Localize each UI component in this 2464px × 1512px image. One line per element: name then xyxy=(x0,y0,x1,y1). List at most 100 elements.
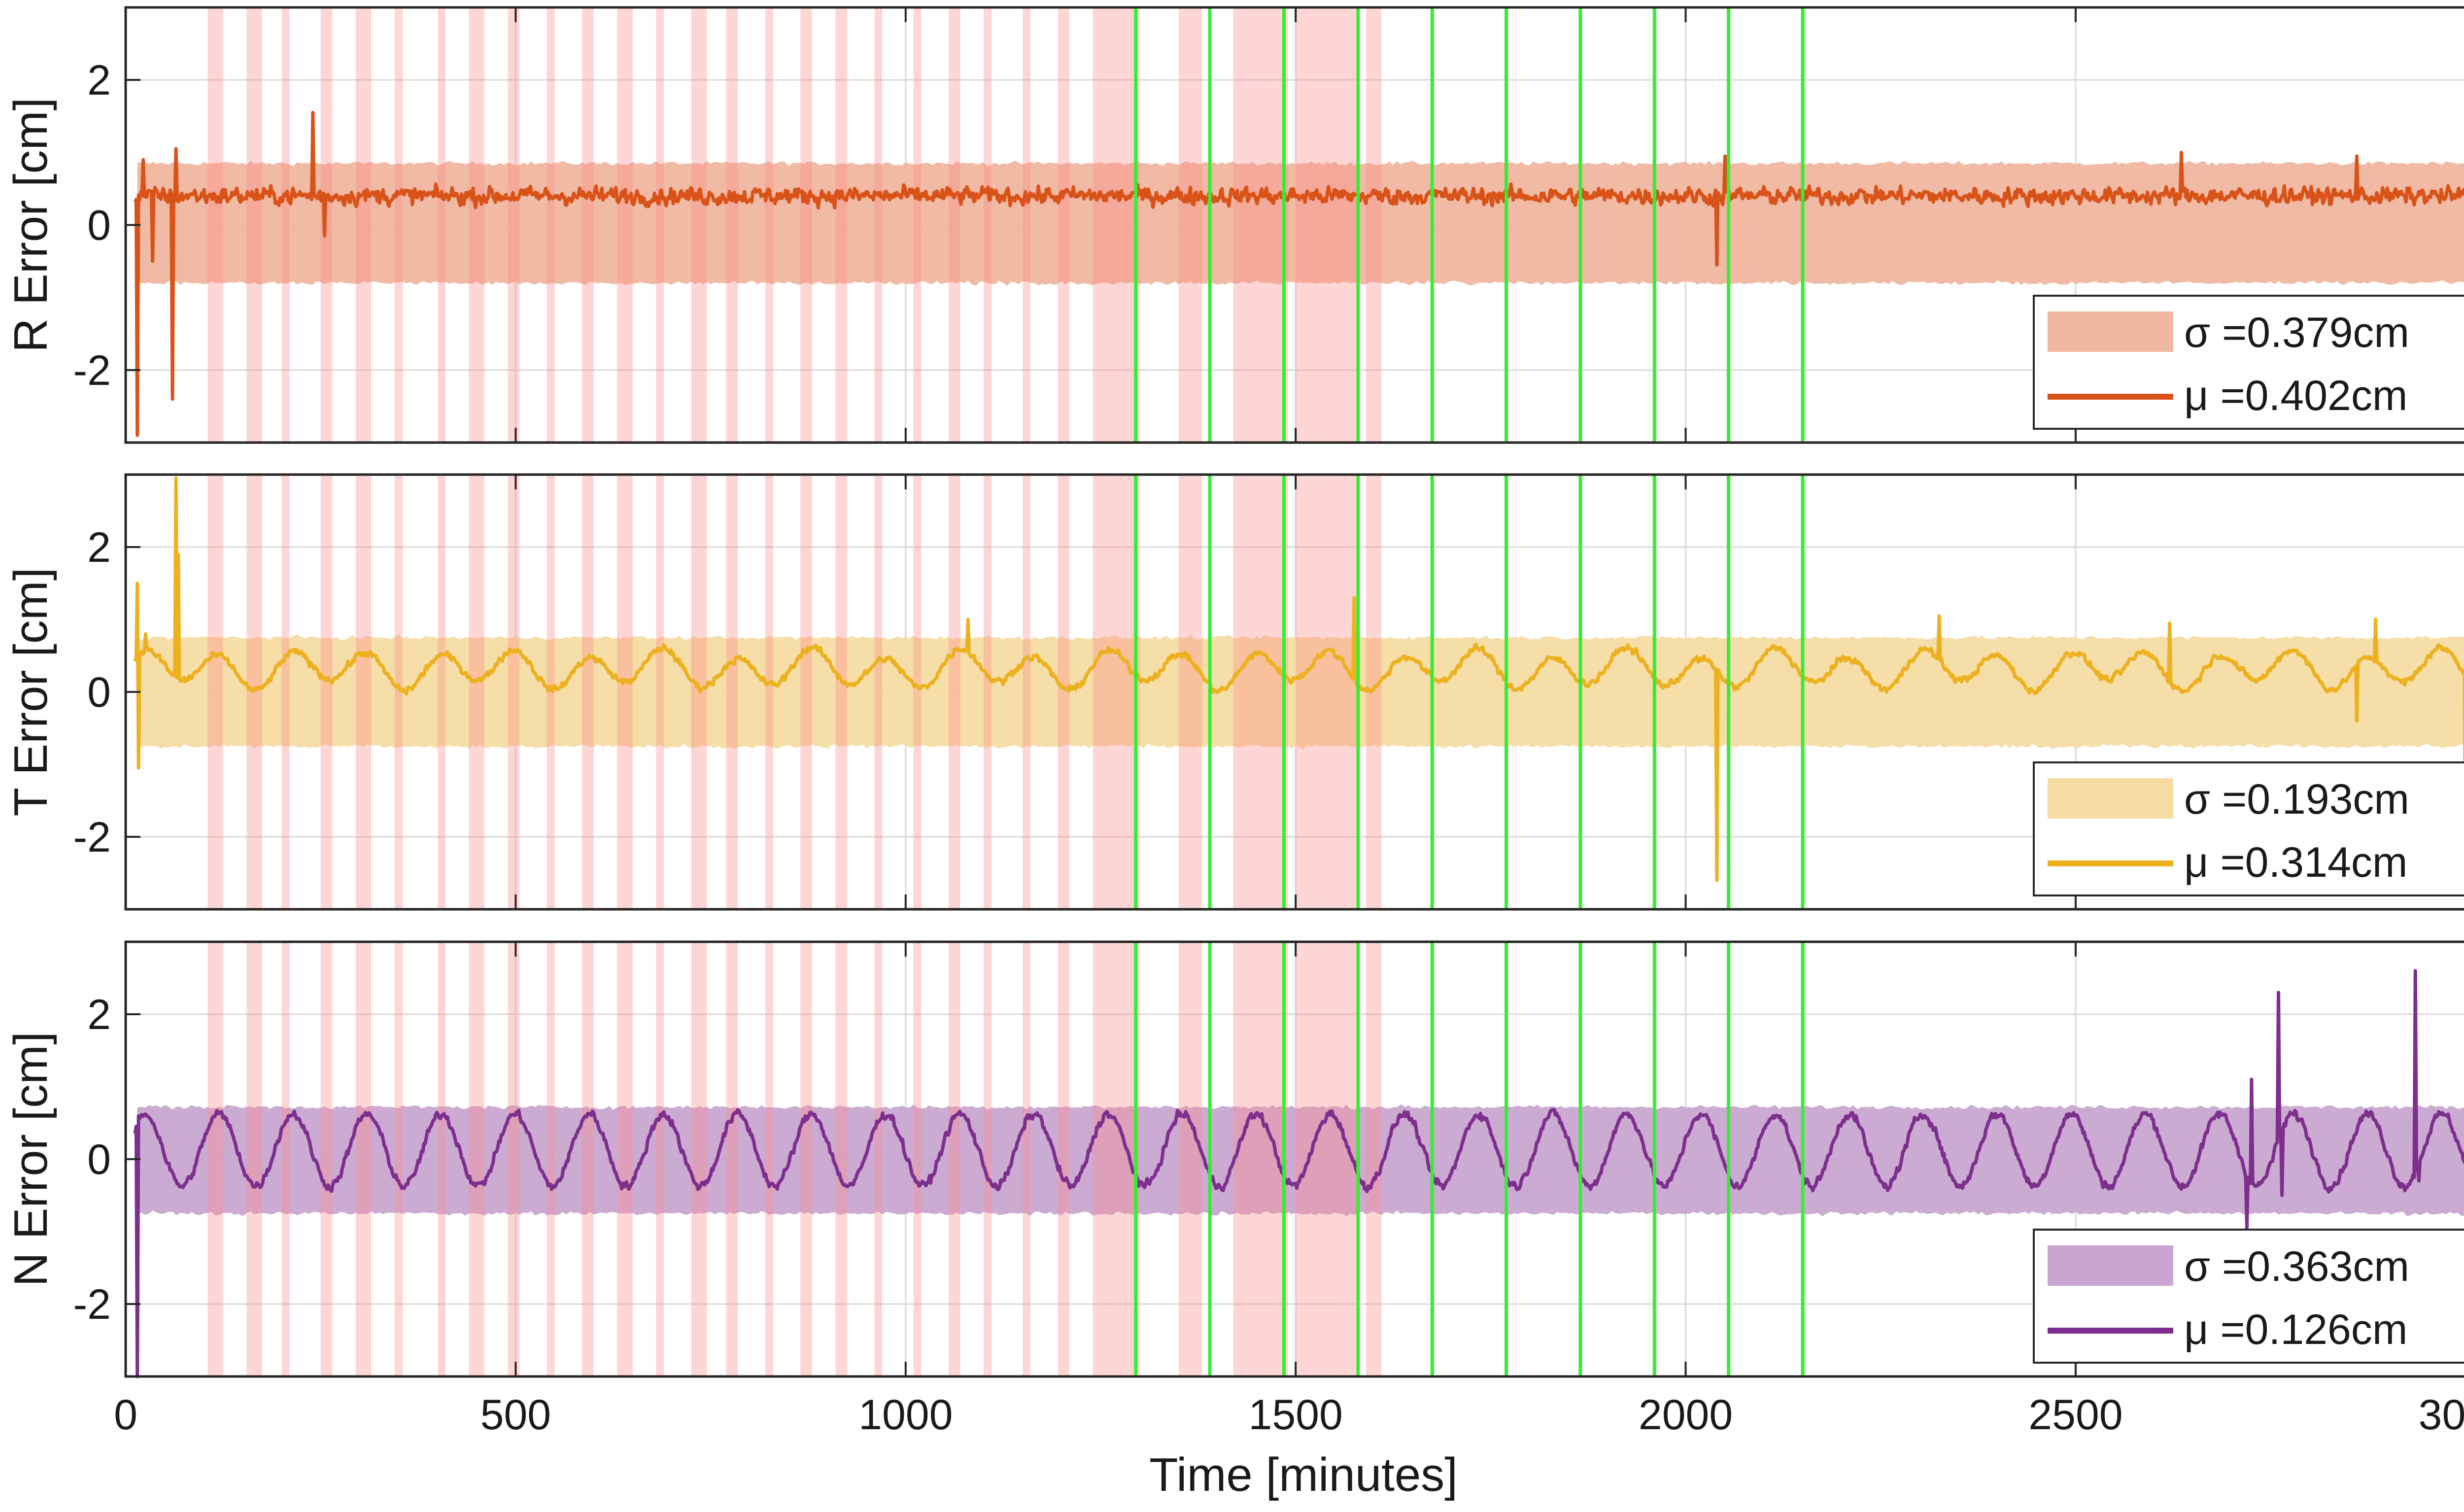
x-tick-label: 1000 xyxy=(858,1391,953,1439)
t-shaded-interval xyxy=(656,475,664,909)
t-y-tick-label: 0 xyxy=(87,669,111,716)
n-shaded-interval xyxy=(508,942,520,1376)
n-legend: σ =0.363cm μ =0.126cm xyxy=(2033,1229,2464,1364)
r-shaded-interval xyxy=(1093,7,1140,443)
n-shaded-interval xyxy=(246,942,262,1376)
r-shaded-interval xyxy=(355,7,372,443)
n-legend-sigma-label: σ =0.363cm xyxy=(2184,1243,2409,1290)
t-shaded-interval xyxy=(835,475,848,909)
n-shaded-interval xyxy=(948,942,960,1376)
r-shaded-interval xyxy=(395,7,403,443)
r-legend-sigma-label: σ =0.379cm xyxy=(2184,309,2409,356)
n-shaded-interval xyxy=(800,942,812,1376)
n-shaded-interval xyxy=(355,942,372,1376)
panel-r-error: -2 0 2 R Error [cm] σ =0.379cm μ =0.402cm xyxy=(4,6,2464,444)
n-shaded-interval xyxy=(547,942,555,1376)
r-shaded-interval xyxy=(800,7,812,443)
n-shaded-interval xyxy=(207,942,223,1376)
x-tick-label: 1500 xyxy=(1249,1391,1343,1439)
r-shaded-interval xyxy=(1233,7,1288,443)
n-shaded-interval xyxy=(1023,942,1031,1376)
t-shaded-interval xyxy=(617,475,633,909)
n-shaded-interval xyxy=(656,942,664,1376)
n-shaded-interval xyxy=(395,942,403,1376)
r-shaded-interval xyxy=(207,7,223,443)
r-shaded-interval xyxy=(617,7,633,443)
n-shaded-interval xyxy=(726,942,738,1376)
r-legend-mu-label: μ =0.402cm xyxy=(2184,372,2408,419)
r-shaded-interval xyxy=(874,7,883,443)
r-shaded-interval xyxy=(691,7,707,443)
n-axes-frame xyxy=(124,940,2464,1378)
r-y-tick-label: 0 xyxy=(87,202,111,249)
r-legend: σ =0.379cm μ =0.402cm xyxy=(2033,295,2464,430)
n-shaded-interval xyxy=(617,942,633,1376)
n-shaded-interval xyxy=(765,942,773,1376)
t-shaded-interval xyxy=(320,475,333,909)
t-shaded-interval xyxy=(1093,475,1140,909)
r-shaded-interval xyxy=(547,7,555,443)
t-shaded-interval xyxy=(395,475,403,909)
n-shaded-interval xyxy=(1178,942,1202,1376)
n-shaded-interval xyxy=(1058,942,1070,1376)
t-shaded-interval xyxy=(800,475,812,909)
t-shaded-interval xyxy=(1023,475,1031,909)
r-mean-line xyxy=(133,110,2464,437)
t-ylabel: T Error [cm] xyxy=(4,568,57,817)
n-shaded-interval xyxy=(984,942,992,1376)
n-legend-mu-label: μ =0.126cm xyxy=(2184,1306,2408,1353)
x-axis-label: Time [minutes] xyxy=(1149,1448,1458,1501)
x-tick-label: 2000 xyxy=(1639,1391,1733,1439)
t-shaded-interval xyxy=(765,475,773,909)
r-shaded-interval xyxy=(508,7,520,443)
t-shaded-interval xyxy=(1058,475,1070,909)
n-legend-sigma-swatch xyxy=(2048,1245,2173,1286)
n-shaded-interval xyxy=(281,942,290,1376)
r-shaded-interval xyxy=(246,7,262,443)
t-y-tick-label: -2 xyxy=(73,814,111,861)
t-shaded-interval xyxy=(508,475,520,909)
t-shaded-interval xyxy=(207,475,223,909)
r-y-tick-label: -2 xyxy=(73,347,111,394)
n-sigma-band xyxy=(137,1104,2464,1217)
t-mean-line xyxy=(133,476,2464,889)
n-shaded-interval xyxy=(835,942,848,1376)
n-shaded-interval xyxy=(1093,942,1140,1376)
r-y-tick-label: 2 xyxy=(87,57,111,104)
r-shaded-interval xyxy=(438,7,445,443)
t-shaded-interval xyxy=(913,475,922,909)
n-shaded-interval xyxy=(691,942,707,1376)
n-shaded-interval xyxy=(1366,942,1382,1376)
r-shaded-interval xyxy=(582,7,594,443)
x-tick-label: 500 xyxy=(480,1391,551,1439)
r-shaded-interval xyxy=(1296,7,1358,443)
r-ylabel: R Error [cm] xyxy=(4,98,57,352)
r-axes-frame xyxy=(124,6,2464,444)
r-plot-content: -2 0 2 xyxy=(73,7,2464,443)
r-shaded-interval xyxy=(1178,7,1202,443)
t-shaded-interval xyxy=(582,475,594,909)
n-ylabel: N Error [cm] xyxy=(4,1031,57,1286)
r-shaded-interval xyxy=(469,7,485,443)
r-shaded-interval xyxy=(281,7,290,443)
r-shaded-interval xyxy=(726,7,738,443)
t-shaded-interval xyxy=(355,475,372,909)
x-tick-label: 3000 xyxy=(2419,1391,2464,1439)
t-legend-sigma-label: σ =0.193cm xyxy=(2184,776,2409,823)
r-shaded-interval xyxy=(913,7,922,443)
t-shaded-interval xyxy=(1233,475,1288,909)
r-shaded-interval xyxy=(765,7,773,443)
n-shaded-interval xyxy=(469,942,485,1376)
t-axes-frame xyxy=(124,473,2464,911)
n-shaded-interval xyxy=(913,942,922,1376)
n-shaded-interval xyxy=(320,942,333,1376)
n-shaded-interval xyxy=(582,942,594,1376)
r-legend-sigma-swatch xyxy=(2048,311,2173,352)
t-shaded-interval xyxy=(948,475,960,909)
r-shaded-interval xyxy=(1023,7,1031,443)
n-mean-line xyxy=(133,969,2464,1378)
t-legend: σ =0.193cm μ =0.314cm xyxy=(2033,761,2464,896)
r-shaded-interval xyxy=(656,7,664,443)
t-shaded-interval xyxy=(1178,475,1202,909)
